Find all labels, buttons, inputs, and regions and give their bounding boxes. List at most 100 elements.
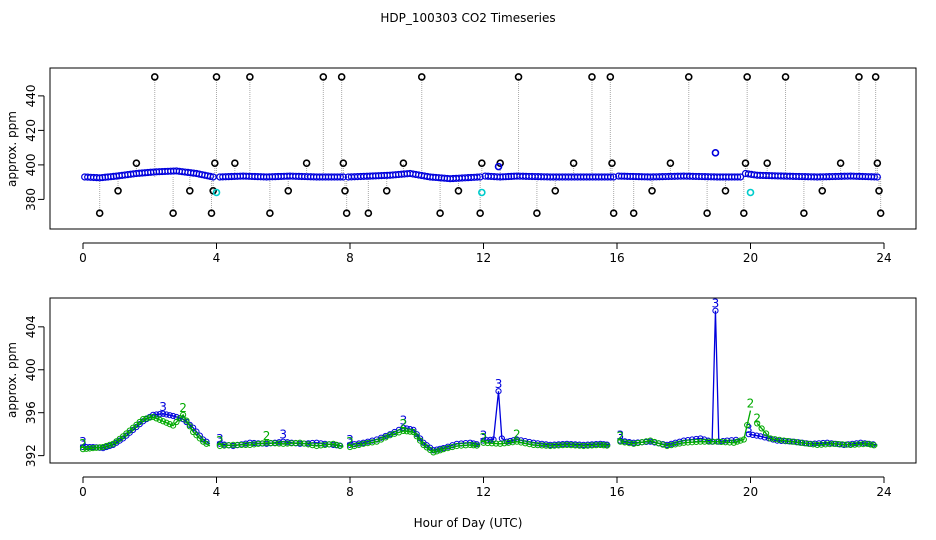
data-point <box>818 441 825 448</box>
series-label: 2 <box>216 434 224 448</box>
data-point <box>275 440 283 447</box>
data-point <box>797 439 804 446</box>
series-label: 3 <box>159 400 167 414</box>
data-point <box>737 437 744 444</box>
data-point <box>733 173 742 181</box>
x-tick-label: 0 <box>79 251 87 265</box>
outlier-point <box>703 209 711 217</box>
outlier-point <box>514 73 523 81</box>
data-point <box>259 440 266 447</box>
data-point <box>369 437 376 444</box>
data-point <box>517 439 525 446</box>
data-point <box>183 417 190 424</box>
data-point <box>146 414 153 421</box>
data-point <box>873 173 881 181</box>
data-point <box>170 422 177 429</box>
flag-point <box>478 188 486 197</box>
data-point <box>484 439 491 447</box>
x-tick-label: 16 <box>609 251 624 265</box>
data-point <box>103 442 110 450</box>
data-point <box>672 441 679 448</box>
x-tick-label: 0 <box>79 485 87 499</box>
data-point <box>149 413 157 421</box>
data-point <box>745 431 752 438</box>
series-label: 2 <box>400 417 408 431</box>
data-point <box>762 430 770 437</box>
data-point <box>339 173 347 181</box>
data-point <box>830 440 838 447</box>
data-point <box>473 442 480 449</box>
data-point <box>492 440 500 447</box>
data-point <box>847 441 854 448</box>
data-point <box>453 442 460 450</box>
panel-top: approx. ppm 0 4 8 12 16 20 24 380 400 420 440 <box>5 67 917 265</box>
series-label: 3 <box>79 435 87 449</box>
y-tick-label: 404 <box>24 315 38 338</box>
data-point <box>166 412 173 419</box>
data-point <box>163 419 170 426</box>
data-point <box>321 441 329 448</box>
outlier-point <box>95 209 104 217</box>
outlier-point <box>533 209 541 217</box>
series-label: 3 <box>495 377 503 391</box>
y-tick-label: 380 <box>24 188 38 211</box>
outlier-point <box>246 73 254 81</box>
data-point <box>400 427 407 435</box>
data-point <box>526 440 533 448</box>
data-point <box>551 442 558 449</box>
data-point <box>180 411 187 418</box>
data-point <box>607 173 615 181</box>
series-line <box>483 391 611 446</box>
data-point <box>736 173 745 181</box>
series-label: 3 <box>216 432 224 446</box>
outlier-point <box>364 209 373 217</box>
data-point <box>563 441 571 448</box>
data-point <box>826 440 833 448</box>
series-line <box>620 410 752 447</box>
data-point <box>497 440 504 447</box>
data-point <box>173 418 180 426</box>
data-point <box>336 442 344 450</box>
data-point <box>663 442 671 450</box>
flag-point <box>746 188 755 197</box>
data-point <box>271 440 279 447</box>
outlier-point <box>337 73 346 81</box>
series-label: 2 <box>753 411 761 425</box>
data-point <box>758 425 765 432</box>
data-point <box>313 442 320 450</box>
data-point <box>333 441 340 448</box>
plot-frame-top <box>49 67 917 230</box>
y-tick-label: 420 <box>24 119 38 142</box>
outlier-point <box>478 159 486 167</box>
data-point <box>364 440 371 447</box>
series-label: 2 <box>513 428 521 442</box>
data-point <box>638 439 646 446</box>
data-point <box>576 442 583 449</box>
x-tick-label: 20 <box>743 251 758 265</box>
data-point <box>156 416 163 423</box>
data-point <box>480 439 487 446</box>
data-point <box>186 423 193 430</box>
data-point <box>495 388 502 395</box>
data-point <box>89 445 97 452</box>
data-point <box>730 439 737 446</box>
data-point <box>309 442 316 449</box>
data-point <box>688 439 696 446</box>
data-point <box>647 437 654 444</box>
flag-point <box>212 188 221 197</box>
outlier-point <box>876 209 885 217</box>
data-point <box>718 438 725 446</box>
data-point <box>433 448 440 455</box>
data-point <box>534 442 541 449</box>
outlier-point <box>342 209 351 217</box>
data-point <box>705 438 712 445</box>
data-point <box>793 439 800 446</box>
data-point <box>626 440 633 447</box>
outlier-point <box>763 159 771 167</box>
x-tick-label: 16 <box>609 485 624 499</box>
data-point <box>216 442 223 450</box>
data-point <box>597 441 604 448</box>
outlier-point <box>800 209 808 217</box>
series-label: 2 <box>617 430 625 444</box>
